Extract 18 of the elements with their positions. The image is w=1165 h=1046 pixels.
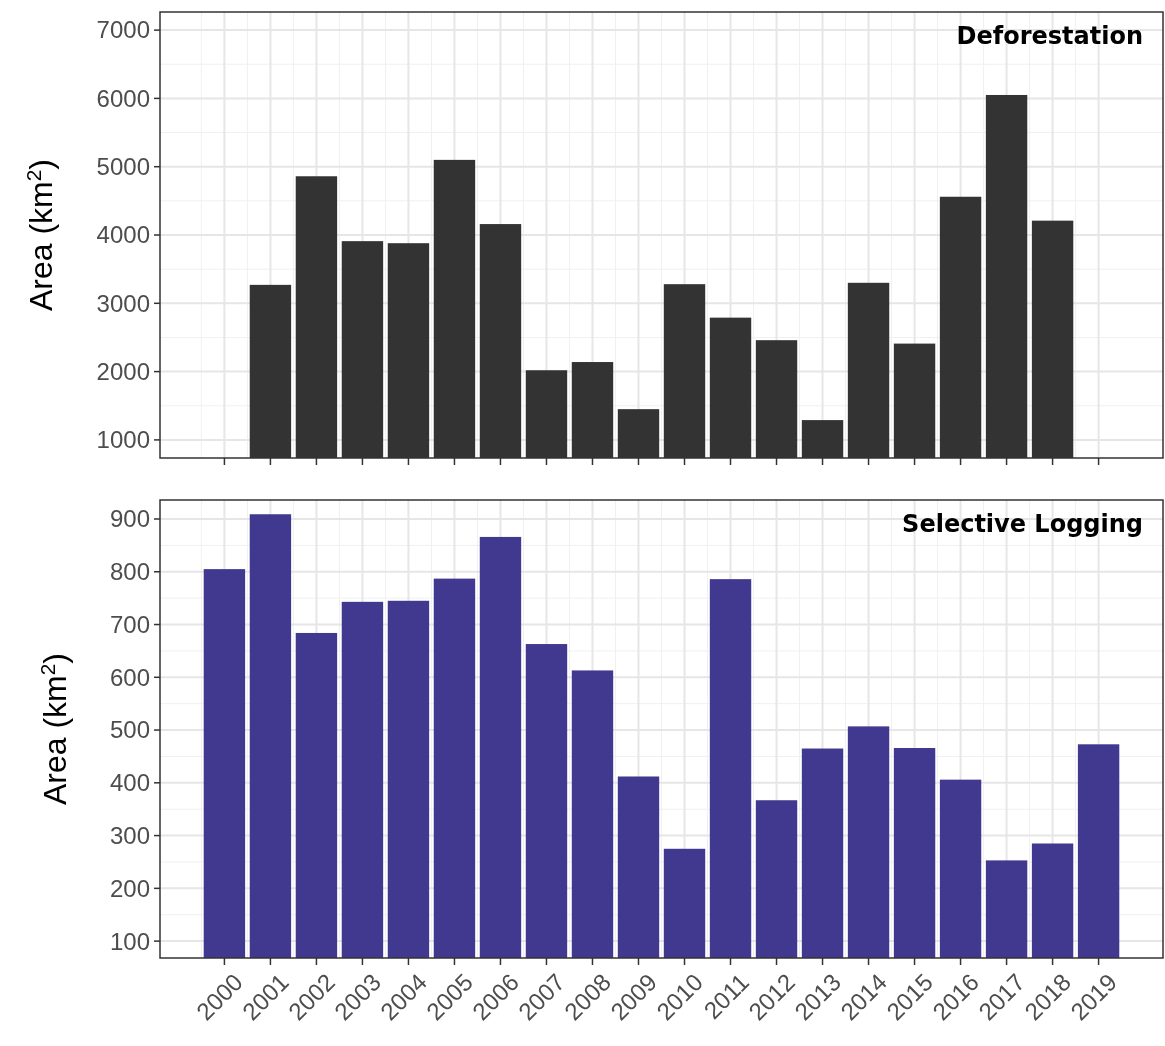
y-tick-label: 4000 [96,221,150,249]
y-tick-label: 6000 [96,84,150,112]
y-tick-label: 800 [109,558,150,586]
y-tick-label: 400 [109,769,150,797]
y-tick-label: 7000 [96,16,150,44]
y-tick-label: 900 [109,505,150,533]
y-tick-label: 2000 [96,358,150,385]
chart-title: Selective Logging [902,510,1143,538]
y-tick-label: 3000 [96,289,150,317]
y-tick-label: 5000 [96,153,150,181]
chart-title: Deforestation [956,22,1143,50]
y-tick-label: 600 [109,663,150,691]
y-tick-label: 1000 [96,426,150,454]
y-tick-label: 300 [109,821,150,849]
y-tick-label: 100 [109,927,150,955]
y-tick-label: 200 [109,874,150,902]
y-tick-label: 500 [109,716,150,744]
y-tick-label: 700 [109,610,150,638]
